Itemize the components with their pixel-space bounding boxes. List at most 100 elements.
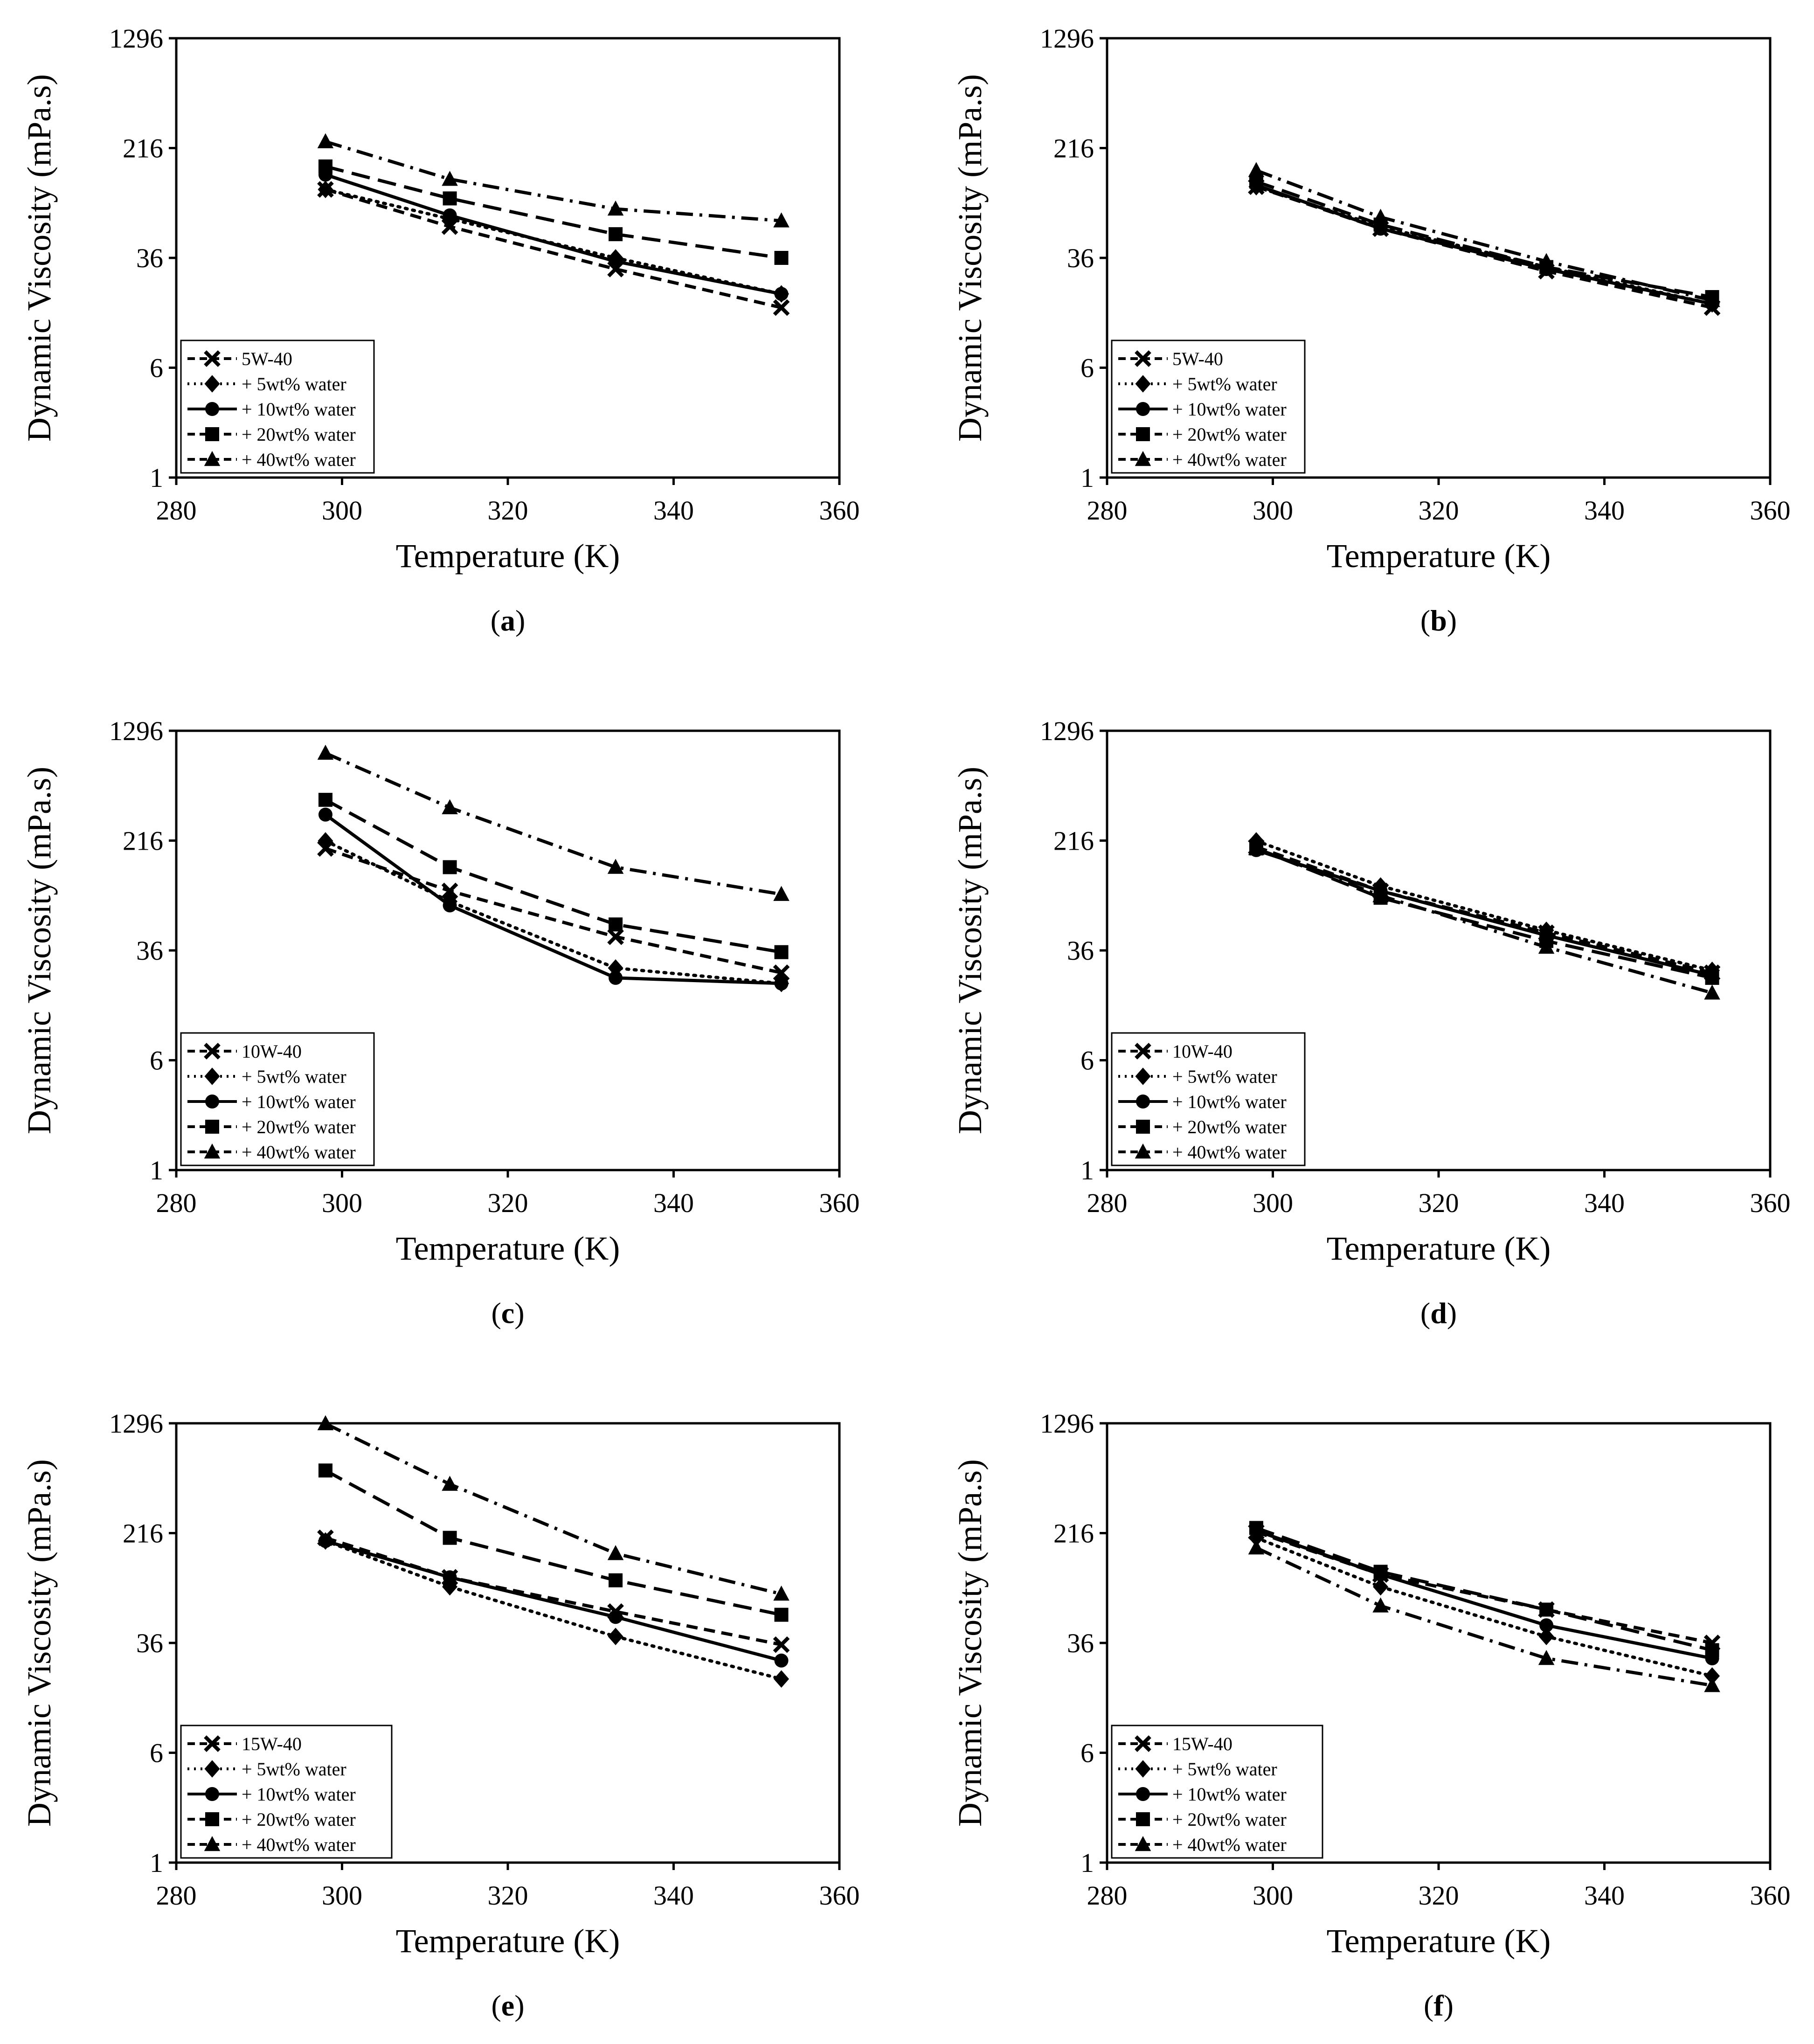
- series-line: [325, 173, 782, 296]
- legend-marker: [1136, 402, 1150, 416]
- y-tick-label: 216: [123, 826, 163, 856]
- legend-marker: [204, 1760, 220, 1778]
- x-axis-title: Temperature (K): [396, 537, 620, 575]
- y-tick-label: 1: [150, 1848, 163, 1878]
- data-point-marker: [441, 882, 458, 900]
- series-line: [325, 1536, 782, 1647]
- legend-marker: [204, 1067, 220, 1085]
- data-point-marker: [773, 886, 789, 901]
- data-point-marker: [1538, 938, 1555, 954]
- y-tick-label: 1: [1080, 463, 1094, 493]
- data-point-marker: [607, 201, 624, 216]
- data-point-marker: [442, 171, 458, 186]
- x-tick-label: 300: [1253, 495, 1293, 526]
- legend-marker: [1135, 1760, 1151, 1778]
- x-tick-label: 280: [1087, 1188, 1128, 1218]
- legend-marker: [204, 1143, 221, 1159]
- legend-entry-label: 15W-40: [1172, 1733, 1232, 1754]
- series-4: [1248, 1539, 1720, 1692]
- y-tick-label: 6: [150, 1046, 163, 1076]
- panel-caption-letter: d: [1430, 1296, 1447, 1330]
- data-point-marker: [1373, 1578, 1389, 1596]
- legend-entry-label: + 10wt% water: [1172, 1091, 1287, 1112]
- x-tick-label: 320: [1419, 1880, 1459, 1911]
- series-2: [318, 167, 789, 301]
- series-line: [324, 187, 783, 296]
- panel-caption: (f): [1424, 1989, 1454, 2022]
- x-axis-title: Temperature (K): [1327, 537, 1551, 575]
- chart-panel-a: 1 6 36 216 1296 280 300 320 340 360 Temperature (K…: [21, 23, 860, 637]
- x-tick-label: 320: [488, 495, 528, 526]
- x-tick-label: 360: [819, 495, 860, 526]
- y-tick-label: 36: [1067, 935, 1094, 966]
- legend-entry-label: + 20wt% water: [242, 1809, 356, 1830]
- data-point-marker: [774, 1607, 789, 1622]
- legend-marker: [204, 1836, 221, 1851]
- panel-caption-letter: c: [501, 1296, 514, 1330]
- series-line: [325, 847, 782, 975]
- panel-caption-letter: f: [1433, 1989, 1444, 2022]
- legend: 15W-40 + 5wt% water + 10wt% water + 20wt% w…: [180, 1725, 393, 1859]
- legend-marker: [204, 375, 220, 393]
- y-tick-label: 216: [1053, 133, 1094, 164]
- data-point-marker: [442, 799, 458, 815]
- x-tick-label: 360: [1750, 1188, 1791, 1218]
- chart-panel-f: 1 6 36 216 1296 280 300 320 340 360 Temperature (K…: [951, 1408, 1791, 2022]
- data-point-marker: [1249, 1521, 1263, 1535]
- legend-marker: [1135, 1143, 1151, 1159]
- data-point-marker: [318, 1534, 332, 1548]
- series-4: [317, 133, 789, 228]
- series-line: [325, 1539, 782, 1663]
- series-line: [1255, 169, 1713, 302]
- x-tick-label: 340: [653, 1188, 694, 1218]
- series-3: [318, 159, 789, 265]
- legend-marker: [1136, 1095, 1150, 1109]
- data-point-marker: [773, 212, 789, 228]
- legend-marker: [205, 1095, 219, 1109]
- legend-entry-label: + 20wt% water: [242, 424, 356, 445]
- x-tick-label: 300: [1253, 1880, 1293, 1911]
- panel-caption: (d): [1420, 1296, 1457, 1330]
- legend-marker: [205, 1120, 219, 1134]
- data-point-marker: [317, 744, 334, 760]
- y-tick-label: 216: [1053, 826, 1094, 856]
- series-3: [318, 793, 789, 959]
- legend: 15W-40 + 5wt% water + 10wt% water + 20wt% w…: [1111, 1725, 1323, 1859]
- legend-entry-label: + 10wt% water: [242, 1091, 356, 1112]
- data-point-marker: [773, 1586, 789, 1601]
- x-tick-label: 280: [156, 1188, 197, 1218]
- y-tick-label: 6: [1080, 1046, 1094, 1076]
- data-point-marker: [609, 1573, 623, 1587]
- x-tick-label: 320: [1419, 1188, 1459, 1218]
- y-tick-label: 6: [150, 1738, 163, 1768]
- data-point-marker: [774, 945, 789, 959]
- legend-entry-label: + 10wt% water: [1172, 399, 1287, 420]
- data-point-marker: [609, 970, 623, 985]
- legend-entry-label: 10W-40: [1172, 1041, 1232, 1062]
- data-point-marker: [1539, 1618, 1554, 1633]
- y-tick-label: 1296: [109, 716, 163, 746]
- x-tick-label: 340: [1584, 495, 1625, 526]
- data-point-marker: [607, 1545, 624, 1560]
- y-tick-label: 36: [1067, 1628, 1094, 1658]
- y-tick-label: 36: [1067, 243, 1094, 273]
- y-axis-title: Dynamic Viscosity (mPa.s): [951, 74, 989, 442]
- y-axis-title: Dynamic Viscosity (mPa.s): [951, 1459, 989, 1827]
- legend-entry-label: 5W-40: [242, 348, 292, 369]
- legend-entry-label: + 5wt% water: [242, 1066, 346, 1087]
- legend-marker: [1135, 451, 1151, 466]
- data-point-marker: [1704, 1677, 1720, 1692]
- data-point-marker: [443, 1531, 457, 1545]
- data-point-marker: [443, 860, 457, 874]
- data-point-marker: [318, 159, 332, 173]
- y-tick-label: 1296: [109, 23, 163, 54]
- series-line: [1255, 180, 1713, 299]
- data-point-marker: [1248, 1539, 1265, 1555]
- data-point-marker: [1248, 162, 1265, 177]
- panel-caption: (b): [1420, 604, 1457, 637]
- legend: 10W-40 + 5wt% water + 10wt% water + 20wt% w…: [1111, 1032, 1306, 1166]
- legend-marker: [1135, 1836, 1151, 1851]
- data-point-marker: [443, 208, 457, 222]
- legend-entry-label: + 10wt% water: [1172, 1784, 1287, 1805]
